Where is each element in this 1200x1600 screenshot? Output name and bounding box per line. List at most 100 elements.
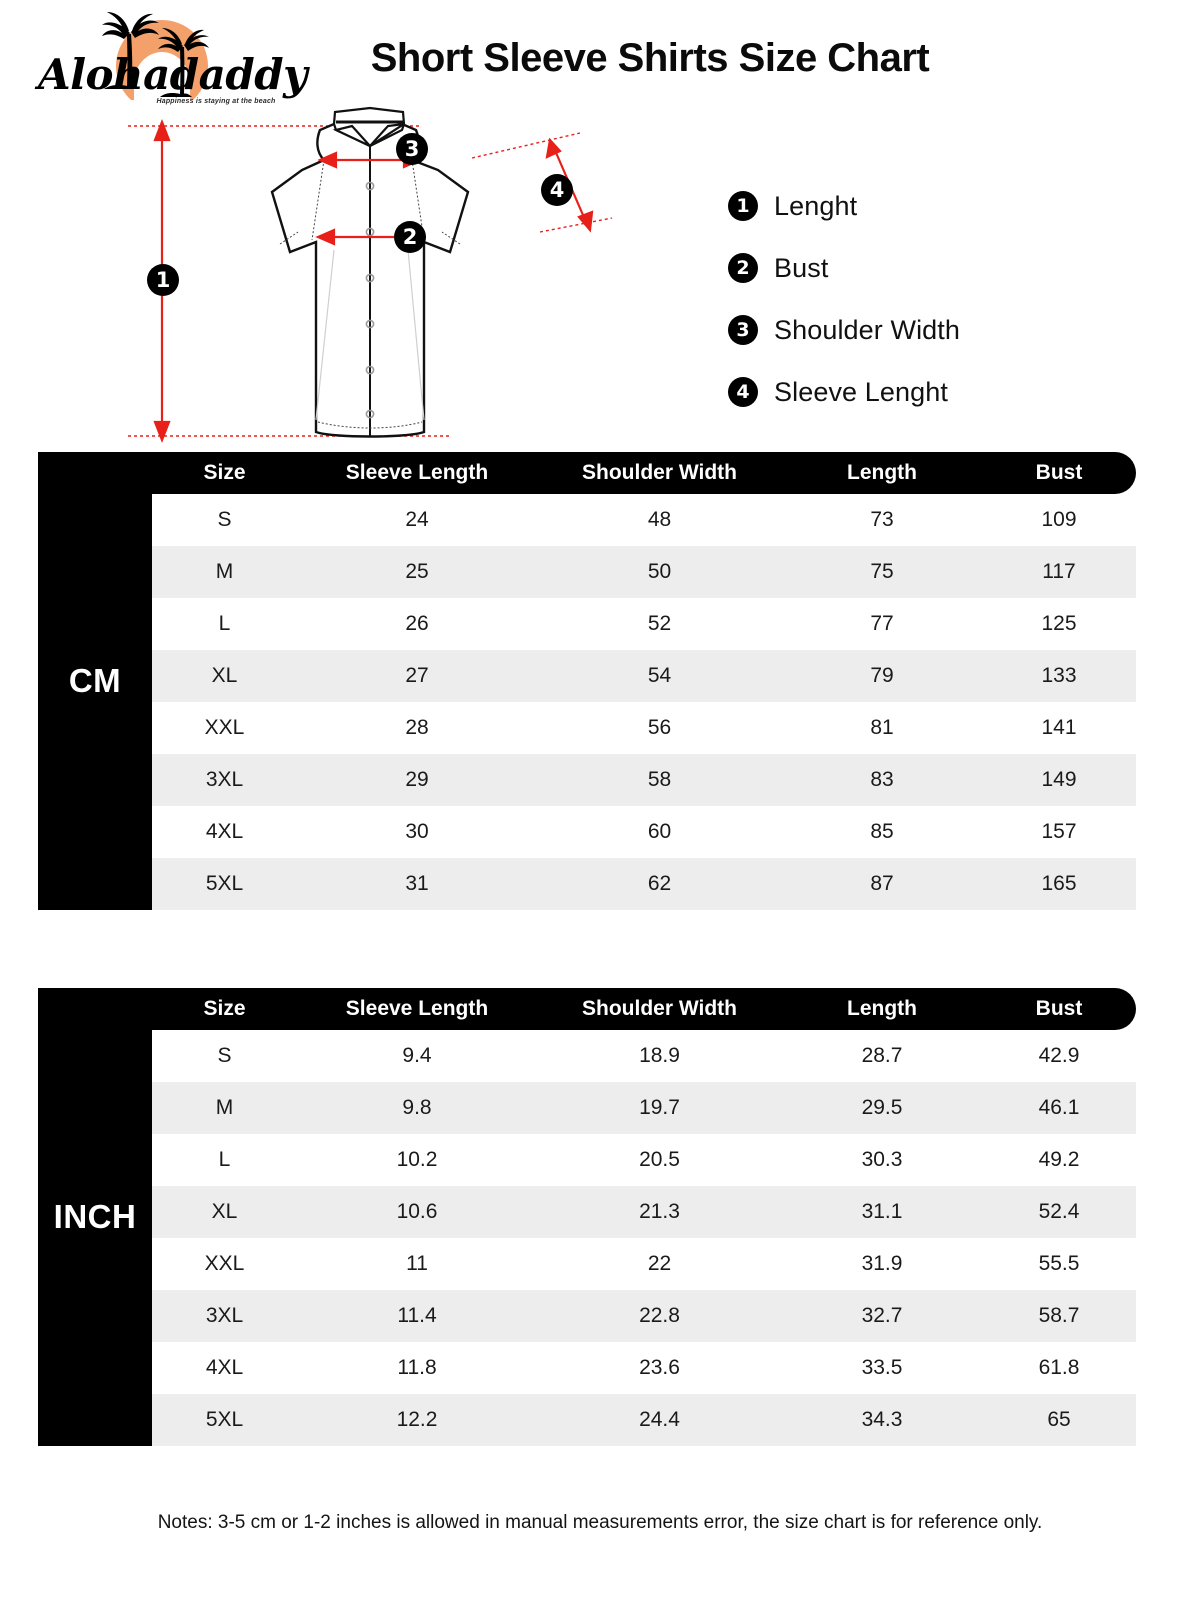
cell-length: 31.1 xyxy=(861,1200,903,1223)
table-row: 4XL 30 60 85 157 xyxy=(152,806,1136,858)
cell-bust: 141 xyxy=(1041,716,1077,739)
cell-sleeve: 26 xyxy=(405,612,429,635)
size-table-inch-grid: Size Sleeve Length Shoulder Width Length… xyxy=(38,988,1136,1446)
size-table-cm-grid: Size Sleeve Length Shoulder Width Length… xyxy=(38,452,1136,910)
cell-shoulder: 58 xyxy=(647,768,672,791)
sun-base-mask xyxy=(108,100,216,122)
cell-sleeve: 25 xyxy=(405,560,429,583)
table-row: 4XL 11.8 23.6 33.5 61.8 xyxy=(152,1342,1136,1394)
cell-length: 77 xyxy=(870,612,894,635)
svg-text:3: 3 xyxy=(405,137,420,161)
svg-text:4: 4 xyxy=(550,178,565,202)
col-header-length: Length xyxy=(847,461,917,484)
cell-size: XL xyxy=(211,664,238,687)
cell-shoulder: 24.4 xyxy=(639,1408,680,1431)
cell-shoulder: 56 xyxy=(647,716,672,739)
table-row: 5XL 31 62 87 165 xyxy=(152,858,1136,910)
cell-sleeve: 28 xyxy=(405,716,429,739)
shirt-collar xyxy=(332,106,406,148)
cell-shoulder: 60 xyxy=(647,820,672,843)
cell-bust: 46.1 xyxy=(1038,1096,1080,1119)
measurement-legend: 1 Lenght 2 Bust 3 Shoulder Width 4 Sleev… xyxy=(728,175,1058,423)
cell-shoulder: 19.7 xyxy=(639,1096,680,1119)
cell-size: L xyxy=(218,612,231,635)
cell-sleeve: 11.4 xyxy=(397,1304,437,1327)
unit-column-cm: CM xyxy=(38,452,152,910)
cell-length: 32.7 xyxy=(861,1304,903,1327)
cell-sleeve: 11.8 xyxy=(397,1356,437,1379)
cell-length: 29.5 xyxy=(861,1096,903,1119)
cell-shoulder: 54 xyxy=(647,664,672,687)
sleeve-guide-lines xyxy=(471,132,613,233)
table-row: L 26 52 77 125 xyxy=(152,598,1136,650)
cell-bust: 117 xyxy=(1042,560,1076,583)
col-header-shoulder-width: Shoulder Width xyxy=(582,997,737,1020)
brand-tagline: Happiness is staying at the beach xyxy=(156,97,276,106)
cell-size: 5XL xyxy=(205,1408,244,1431)
size-table-cm-header-bar xyxy=(38,452,1136,494)
table-header-row: Size Sleeve Length Shoulder Width Length… xyxy=(152,452,1136,494)
cell-bust: 165 xyxy=(1041,872,1077,895)
table-row: 3XL 29 58 83 149 xyxy=(152,754,1136,806)
cell-length: 73 xyxy=(870,508,894,531)
table-row: XXL 28 56 81 141 xyxy=(152,702,1136,754)
brand-name: Alohadaddy xyxy=(38,50,308,99)
table-row: M 9.8 19.7 29.5 46.1 xyxy=(152,1082,1136,1134)
cell-shoulder: 50 xyxy=(647,560,672,583)
cell-sleeve: 29 xyxy=(405,768,429,791)
cell-sleeve: 9.8 xyxy=(402,1096,432,1119)
legend-badge-4-icon: 4 xyxy=(728,377,758,407)
cell-shoulder: 20.5 xyxy=(639,1148,680,1171)
legend-item-sleeve-length: 4 Sleeve Lenght xyxy=(728,361,1058,423)
cell-length: 79 xyxy=(870,664,894,687)
diagram-marker-2: 2 xyxy=(394,221,426,253)
page-title: Short Sleeve Shirts Size Chart xyxy=(370,36,930,80)
diagram-marker-3: 3 xyxy=(396,133,428,165)
cell-length: 81 xyxy=(870,716,894,739)
cell-bust: 125 xyxy=(1041,612,1077,635)
cell-sleeve: 9.4 xyxy=(402,1044,432,1067)
cell-size: 4XL xyxy=(205,820,244,843)
cell-shoulder: 22.8 xyxy=(639,1304,680,1327)
cell-sleeve: 24 xyxy=(405,508,429,531)
cell-sleeve: 10.6 xyxy=(396,1200,438,1223)
brand-logo: Alohadaddy Happiness is staying at the b… xyxy=(38,8,308,122)
cell-sleeve: 11 xyxy=(406,1252,428,1275)
cell-bust: 149 xyxy=(1041,768,1077,791)
svg-text:2: 2 xyxy=(403,225,418,249)
cell-length: 85 xyxy=(870,820,894,843)
legend-label-shoulder-width: Shoulder Width xyxy=(774,314,960,345)
cell-bust: 42.9 xyxy=(1038,1044,1080,1067)
size-table-cm: CM Size Sleeve Length Shoulder Width Len… xyxy=(38,452,1136,910)
col-header-sleeve-length: Sleeve Length xyxy=(345,461,489,484)
cell-bust: 61.8 xyxy=(1038,1356,1080,1379)
col-header-bust: Bust xyxy=(1035,461,1083,484)
cell-length: 31.9 xyxy=(861,1252,903,1275)
cell-bust: 65 xyxy=(1047,1408,1071,1431)
cell-bust: 49.2 xyxy=(1038,1148,1080,1171)
cell-size: S xyxy=(217,1044,232,1067)
table-row: S 9.4 18.9 28.7 42.9 xyxy=(152,1030,1136,1082)
cell-bust: 157 xyxy=(1041,820,1077,843)
footer-note: Notes: 3-5 cm or 1-2 inches is allowed i… xyxy=(157,1512,1043,1533)
palm-tree-left-icon xyxy=(100,12,162,90)
cell-size: 5XL xyxy=(205,872,244,895)
cell-size: L xyxy=(218,1148,231,1171)
cell-shoulder: 21.3 xyxy=(639,1200,680,1223)
cell-size: S xyxy=(217,508,232,531)
page-header: Alohadaddy Happiness is staying at the b… xyxy=(0,0,1200,122)
table-row: L 10.2 20.5 30.3 49.2 xyxy=(152,1134,1136,1186)
cell-size: XXL xyxy=(204,1252,245,1275)
cell-size: 3XL xyxy=(205,768,244,791)
size-table-inch-header-bar xyxy=(38,988,1136,1030)
shirt-shading xyxy=(315,249,425,421)
cell-sleeve: 27 xyxy=(405,664,429,687)
legend-badge-2-icon: 2 xyxy=(728,253,758,283)
legend-item-shoulder-width: 3 Shoulder Width xyxy=(728,299,1058,361)
unit-column-inch: INCH xyxy=(38,988,152,1446)
cell-bust: 109 xyxy=(1041,508,1077,531)
cell-sleeve: 10.2 xyxy=(396,1148,438,1171)
palm-tree-right-icon xyxy=(156,28,212,98)
shirt-measurement-diagram: 3 2 1 4 xyxy=(120,100,620,450)
